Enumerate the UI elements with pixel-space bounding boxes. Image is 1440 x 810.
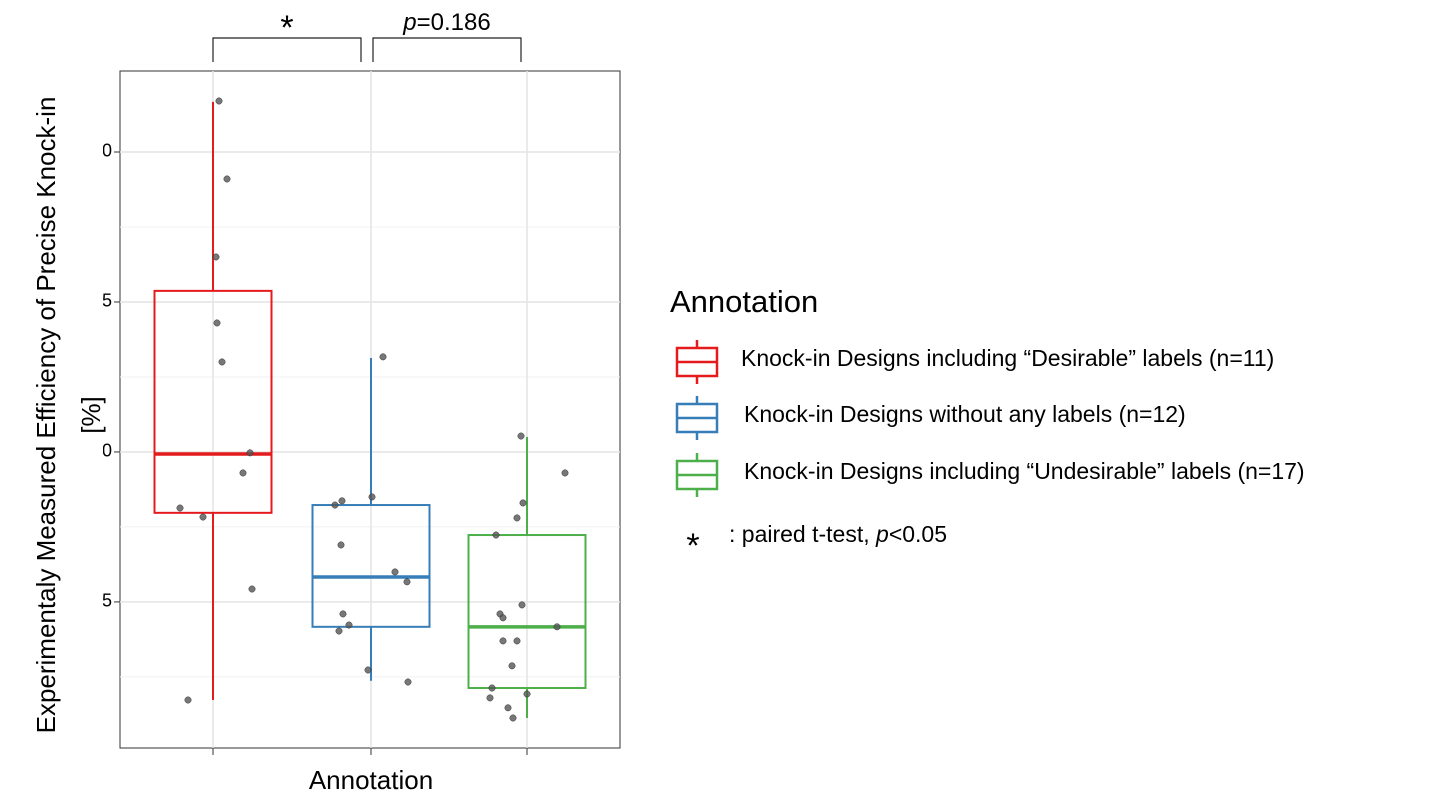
legend-note-part: : paired t-test, <box>729 521 876 547</box>
data-point <box>509 714 517 722</box>
annotation-part: p <box>402 9 416 36</box>
box <box>153 289 273 514</box>
significance-bracket <box>212 37 362 62</box>
y-tick-label: 5 <box>102 591 112 611</box>
data-point <box>561 469 569 477</box>
data-point <box>523 690 531 698</box>
data-point <box>404 678 412 686</box>
annotation-part: * <box>280 9 293 47</box>
data-point <box>364 666 372 674</box>
legend-label: Knock-in Designs without any labels (n=1… <box>744 401 1186 427</box>
data-point <box>335 627 343 635</box>
data-point <box>488 684 496 692</box>
marks <box>153 97 587 722</box>
data-point <box>184 696 192 704</box>
y-axis-title: [%] <box>76 396 106 434</box>
data-point <box>518 601 526 609</box>
data-point <box>486 694 494 702</box>
legend-label: Knock-in Designs including “Undesirable”… <box>744 458 1305 484</box>
data-point <box>553 623 561 631</box>
data-point <box>248 585 256 593</box>
significance-bracket <box>372 37 522 62</box>
data-point <box>379 353 387 361</box>
data-point <box>339 610 347 618</box>
y-tick-label: 20 <box>92 141 112 161</box>
data-point <box>215 97 223 105</box>
annotation-part: =0.186 <box>417 9 491 36</box>
data-point <box>337 541 345 549</box>
legend-label: Knock-in Designs including “Desirable” l… <box>741 345 1274 371</box>
data-point <box>338 497 346 505</box>
data-point <box>519 499 527 507</box>
box <box>467 534 587 690</box>
y-tick-label: 15 <box>92 291 112 311</box>
annotation-label: p=0.186 <box>402 9 490 36</box>
legend-title: Annotation <box>670 284 818 319</box>
x-axis-title: Annotation <box>309 765 433 795</box>
legend-note-symbol: * <box>686 527 699 565</box>
data-point <box>517 432 525 440</box>
legend-note: : paired t-test, p<0.05 <box>729 521 947 547</box>
data-point <box>499 614 507 622</box>
data-point <box>513 514 521 522</box>
data-point <box>499 637 507 645</box>
data-point <box>239 469 247 477</box>
data-point <box>345 621 353 629</box>
data-point <box>508 662 516 670</box>
data-point <box>223 175 231 183</box>
data-point <box>213 319 221 327</box>
data-point <box>513 637 521 645</box>
data-point <box>199 513 207 521</box>
annotation-label: * <box>280 9 293 47</box>
data-point <box>246 449 254 457</box>
data-point <box>331 501 339 509</box>
box <box>311 504 431 628</box>
data-point <box>504 704 512 712</box>
y-tick-label: 10 <box>92 441 112 461</box>
data-point <box>492 531 500 539</box>
data-point <box>391 568 399 576</box>
legend-note-part: p <box>875 521 889 547</box>
data-point <box>403 578 411 586</box>
data-point <box>212 253 220 261</box>
data-point <box>218 358 226 366</box>
data-point <box>176 504 184 512</box>
y-axis-title: Experimentaly Measured Efficiency of Pre… <box>31 97 61 734</box>
data-point <box>368 493 376 501</box>
legend-note-part: <0.05 <box>889 521 947 547</box>
